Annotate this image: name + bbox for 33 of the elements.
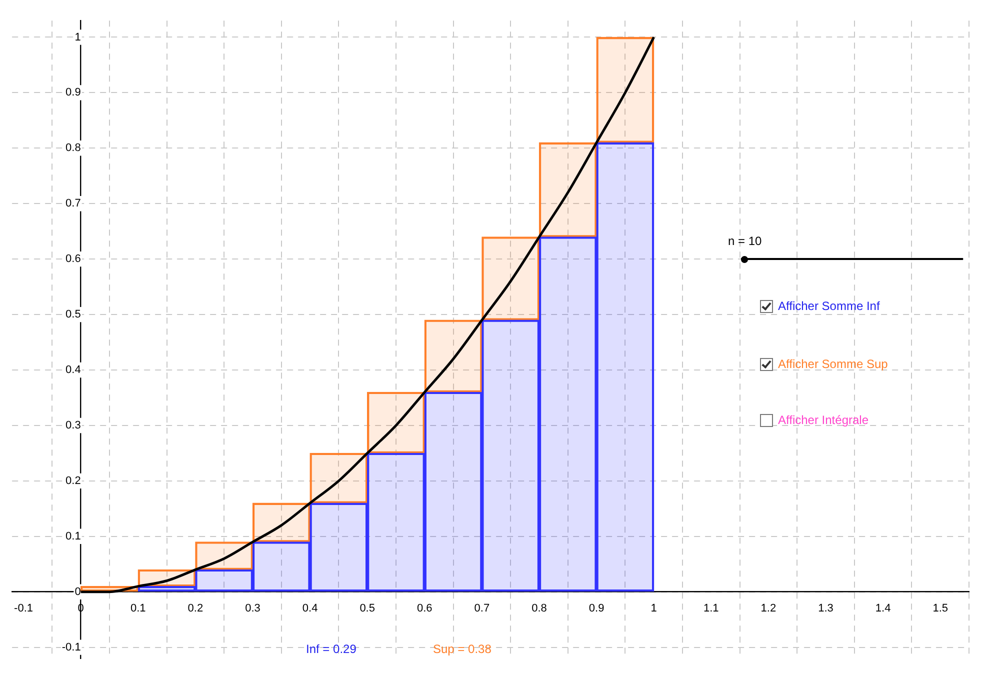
y-tick-label: 0.5 (66, 308, 81, 321)
annotation: Afficher Somme Sup (778, 357, 888, 371)
y-tick-label: 0.6 (66, 253, 81, 266)
x-tick-label: 0.9 (588, 602, 604, 614)
x-tick-label: 0.5 (360, 602, 375, 614)
y-tick-label: -0.1 (62, 641, 81, 654)
x-tick-label: 1.1 (703, 602, 719, 614)
x-tick-label: 0.4 (302, 602, 318, 614)
y-tick-label: 0.7 (66, 198, 81, 210)
y-tick-label: 0.4 (66, 364, 81, 376)
x-tick-label: -0.1 (14, 602, 34, 614)
x-tick-label: 0.6 (416, 602, 432, 614)
x-tick-label: 0.1 (130, 602, 146, 614)
annotation: Afficher Somme Inf (778, 299, 880, 313)
x-tick-label: 0.7 (474, 602, 490, 614)
x-tick-label: 1.2 (760, 602, 776, 614)
x-tick-label: 1 (650, 602, 657, 614)
x-tick-label: 0.8 (532, 602, 547, 614)
y-tick-label: 0.2 (66, 474, 81, 487)
y-tick-label: 0.8 (66, 142, 81, 154)
x-tick-label: 0.3 (245, 602, 260, 614)
x-tick-label: 0.2 (188, 602, 204, 614)
y-tick-label: 0.3 (66, 419, 81, 432)
annotation: Sup = 0.38 (433, 642, 492, 656)
x-tick-label: 1.5 (932, 602, 948, 614)
y-tick-label: 0.1 (66, 530, 81, 542)
y-tick-label: 1 (74, 31, 81, 44)
y-tick-label: 0.9 (66, 86, 81, 99)
x-tick-label: 1.3 (818, 602, 834, 614)
annotation: Inf = 0.29 (306, 642, 356, 656)
x-tick-label: 1.4 (875, 602, 891, 614)
annotation: n = 10 (728, 234, 762, 248)
annotation: Afficher Intégrale (778, 413, 868, 427)
